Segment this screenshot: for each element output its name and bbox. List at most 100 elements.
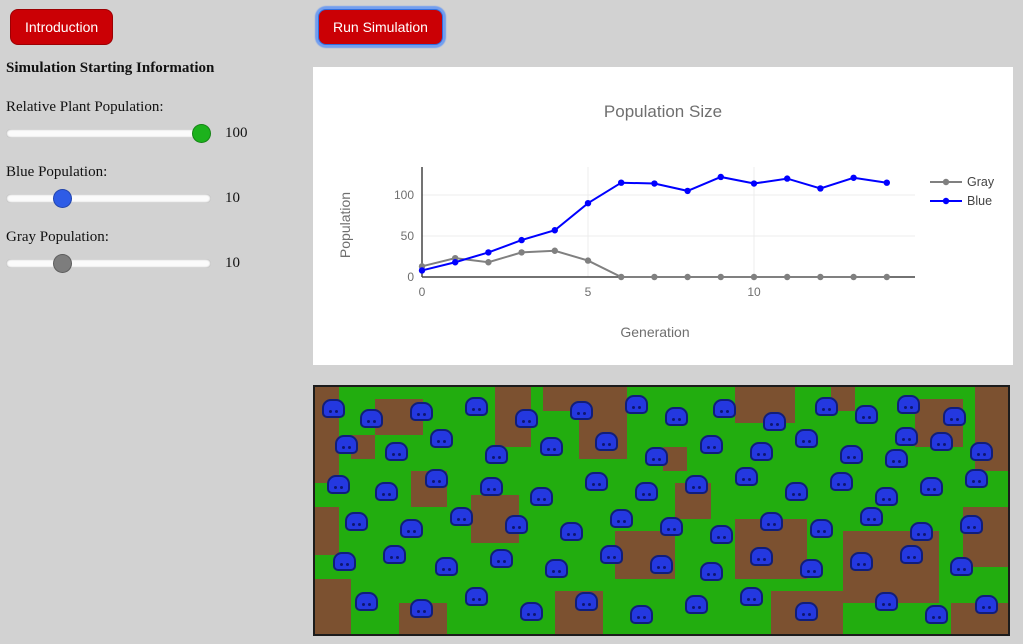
blue-bug	[575, 592, 598, 611]
blue-bug	[430, 429, 453, 448]
blue-bug	[385, 442, 408, 461]
blue-bug	[450, 507, 473, 526]
blue-bug	[700, 435, 723, 454]
blue-bug	[635, 482, 658, 501]
blue-bug	[740, 587, 763, 606]
blue-bug	[410, 402, 433, 421]
simulation-world-view	[313, 385, 1010, 636]
blue-bug	[875, 592, 898, 611]
blue-bug	[895, 427, 918, 446]
svg-text:100: 100	[394, 188, 414, 202]
blue-bug	[570, 401, 593, 420]
population-size-chart: 0 50 100 0 5 10 Population Generation Population…	[337, 102, 995, 340]
dirt-patch	[315, 507, 339, 555]
svg-text:Generation: Generation	[620, 324, 689, 340]
blue-bug	[530, 487, 553, 506]
blue-bug	[480, 477, 503, 496]
svg-text:Blue: Blue	[967, 194, 992, 208]
blue-bug	[505, 515, 528, 534]
blue-bug	[650, 555, 673, 574]
plant-population-label: Relative Plant Population:	[6, 99, 164, 115]
svg-text:50: 50	[401, 229, 415, 243]
blue-bug	[660, 517, 683, 536]
gray-population-row: 10	[6, 255, 306, 272]
blue-bug	[850, 552, 873, 571]
gray-population-label: Gray Population:	[6, 229, 109, 245]
gray-population-value: 10	[225, 255, 240, 271]
blue-bug	[645, 447, 668, 466]
blue-bug	[665, 407, 688, 426]
blue-bug	[700, 562, 723, 581]
plant-population-slider[interactable]	[6, 129, 211, 138]
blue-bug	[465, 397, 488, 416]
blue-bug	[685, 595, 708, 614]
blue-bug	[875, 487, 898, 506]
blue-bug	[400, 519, 423, 538]
blue-bug	[710, 525, 733, 544]
blue-bug	[800, 559, 823, 578]
blue-bug	[897, 395, 920, 414]
blue-bug	[840, 445, 863, 464]
blue-bug	[713, 399, 736, 418]
blue-bug	[763, 412, 786, 431]
blue-bug	[515, 409, 538, 428]
blue-bug	[490, 549, 513, 568]
blue-bug	[335, 435, 358, 454]
blue-bug	[920, 477, 943, 496]
blue-bug	[925, 605, 948, 624]
blue-bug	[327, 475, 350, 494]
blue-bug	[960, 515, 983, 534]
blue-bug	[965, 469, 988, 488]
blue-bug	[600, 545, 623, 564]
blue-bug	[943, 407, 966, 426]
blue-bug	[685, 475, 708, 494]
blue-bug	[585, 472, 608, 491]
svg-text:10: 10	[747, 285, 761, 299]
population-chart-panel: 0 50 100 0 5 10 Population Generation Population…	[313, 67, 1013, 365]
blue-bug	[425, 469, 448, 488]
svg-text:5: 5	[585, 285, 592, 299]
blue-bug	[630, 605, 653, 624]
blue-bug	[855, 405, 878, 424]
blue-bug	[885, 449, 908, 468]
blue-population-row: 10	[6, 190, 306, 207]
blue-bug	[410, 599, 433, 618]
blue-population-value: 10	[225, 190, 240, 206]
blue-bug	[795, 429, 818, 448]
blue-bug	[795, 602, 818, 621]
plant-population-value: 100	[225, 125, 248, 141]
blue-bug	[485, 445, 508, 464]
svg-text:0: 0	[407, 270, 414, 284]
blue-bug	[735, 467, 758, 486]
blue-bug	[595, 432, 618, 451]
run-simulation-button[interactable]: Run Simulation	[318, 9, 443, 45]
blue-bug	[545, 559, 568, 578]
introduction-button[interactable]: Introduction	[10, 9, 114, 45]
blue-bug	[750, 442, 773, 461]
svg-text:Population Size: Population Size	[604, 102, 722, 121]
blue-population-slider[interactable]	[6, 194, 211, 203]
blue-population-label: Blue Population:	[6, 164, 108, 180]
blue-bug	[360, 409, 383, 428]
simulation-settings-panel: Simulation Starting Information Relative…	[6, 60, 306, 272]
blue-bug	[860, 507, 883, 526]
blue-bug	[910, 522, 933, 541]
blue-bug	[975, 595, 998, 614]
blue-bug	[815, 397, 838, 416]
svg-text:0: 0	[419, 285, 426, 299]
dirt-patch	[315, 579, 351, 634]
plant-population-row: 100	[6, 125, 306, 142]
blue-bug	[322, 399, 345, 418]
blue-bug	[750, 547, 773, 566]
settings-panel-title: Simulation Starting Information	[6, 60, 215, 76]
blue-bug	[970, 442, 993, 461]
blue-bug	[625, 395, 648, 414]
blue-bug	[435, 557, 458, 576]
blue-bug	[930, 432, 953, 451]
gray-population-slider[interactable]	[6, 259, 211, 268]
blue-bug	[355, 592, 378, 611]
blue-bug	[333, 552, 356, 571]
blue-bug	[375, 482, 398, 501]
blue-bug	[560, 522, 583, 541]
blue-bug	[520, 602, 543, 621]
